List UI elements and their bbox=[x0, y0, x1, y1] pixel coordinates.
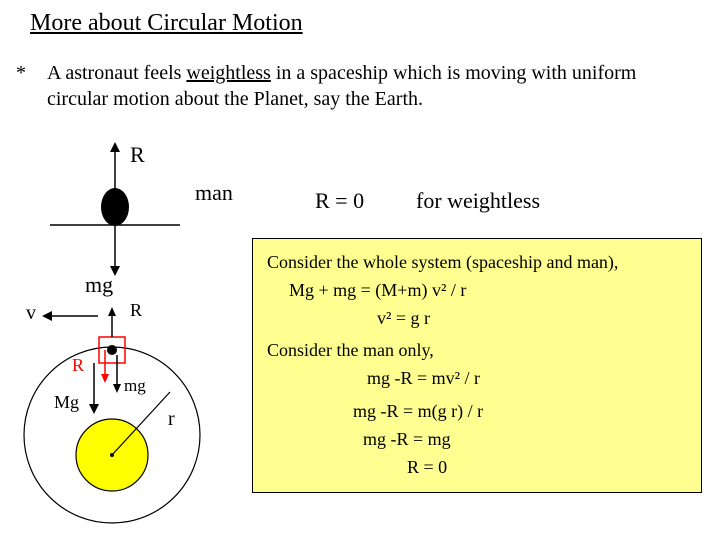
label-r-top: R bbox=[130, 142, 145, 168]
box-l7: mg -R = mg bbox=[267, 426, 687, 454]
bullet-before: A astronaut feels bbox=[47, 62, 186, 84]
man-dot-icon bbox=[107, 345, 117, 355]
mg-small-arrow-head bbox=[113, 384, 121, 393]
bullet-paragraph: * A astronaut feels weightless in a spac… bbox=[16, 60, 696, 112]
label-mg-small: mg bbox=[124, 376, 146, 396]
diagram: R man mg v R R mg Mg r bbox=[20, 130, 280, 530]
box-l5: mg -R = mv² / r bbox=[267, 365, 687, 393]
box-l4: Consider the man only, bbox=[267, 333, 687, 365]
page-title: More about Circular Motion bbox=[30, 10, 303, 37]
r-small-arrow-head bbox=[108, 307, 116, 316]
box-l8: R = 0 bbox=[267, 454, 687, 482]
label-v: v bbox=[26, 302, 36, 325]
label-man: man bbox=[195, 180, 233, 206]
label-r-small: R bbox=[130, 300, 142, 321]
derivation-box: Consider the whole system (spaceship and… bbox=[252, 238, 702, 493]
r-red-arrow-head bbox=[101, 374, 109, 383]
box-l2: Mg + mg = (M+m) v² / r bbox=[267, 277, 687, 305]
eq-r-equals-0: R = 0 bbox=[315, 188, 364, 214]
label-radius-r: r bbox=[168, 408, 175, 431]
for-weightless-label: for weightless bbox=[416, 188, 540, 214]
box-l3: v² = g r bbox=[267, 305, 687, 333]
bullet-weightless: weightless bbox=[186, 62, 270, 84]
label-r-red: R bbox=[72, 355, 84, 376]
r-arrow-head bbox=[110, 142, 120, 152]
label-big-mg: Mg bbox=[54, 392, 79, 413]
v-arrow-head bbox=[42, 311, 52, 321]
man-icon bbox=[101, 188, 129, 226]
big-mg-arrow-head bbox=[89, 404, 99, 414]
box-l6: mg -R = m(g r) / r bbox=[267, 392, 687, 426]
diagram-svg bbox=[20, 130, 280, 530]
label-mg-top: mg bbox=[85, 272, 113, 298]
bullet-star: * bbox=[16, 60, 42, 86]
box-l1: Consider the whole system (spaceship and… bbox=[267, 249, 687, 277]
bullet-text: A astronaut feels weightless in a spaces… bbox=[47, 60, 687, 112]
